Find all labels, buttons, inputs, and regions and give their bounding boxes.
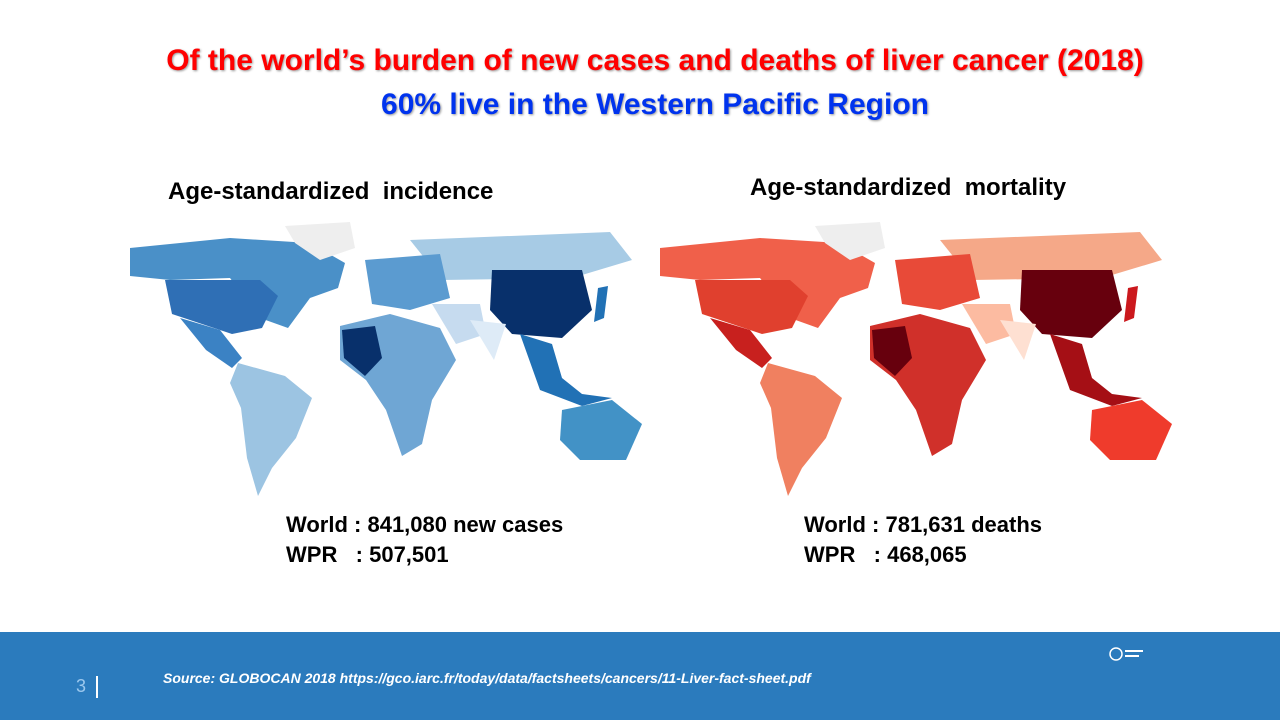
stat-line: WPR : 507,501 [286, 542, 449, 567]
logo [1109, 647, 1143, 661]
mortality-map [660, 222, 1172, 496]
separator [96, 676, 98, 698]
incidence-map [130, 222, 642, 496]
footer: 3 Source: GLOBOCAN 2018 https://gco.iarc… [0, 632, 1280, 720]
stat-line: World : 841,080 new cases [286, 512, 564, 537]
page-number: 3 [76, 676, 87, 696]
title-line-2: 60% live in the Western Pacific Region [381, 88, 929, 121]
source: Source: GLOBOCAN 2018 https://gco.iarc.f… [163, 670, 811, 686]
maps [130, 222, 1172, 496]
stat-line: WPR : 468,065 [804, 542, 967, 567]
map-title: Age-standardized mortality [750, 174, 1067, 201]
stat-line: World : 781,631 deaths [804, 512, 1043, 537]
title-line-1: Of the world’s burden of new cases and d… [166, 44, 1144, 77]
map-title: Age-standardized incidence [168, 178, 494, 205]
